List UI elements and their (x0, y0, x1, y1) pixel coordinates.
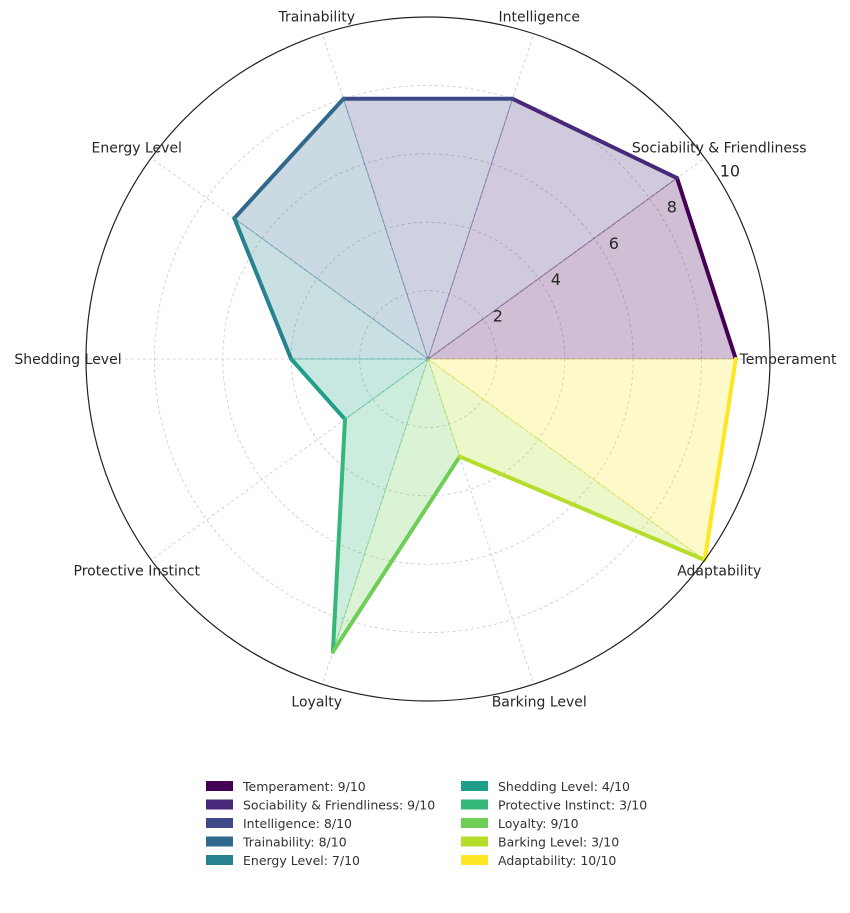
category-label: Protective Instinct (74, 564, 201, 580)
legend-swatch (461, 818, 488, 828)
grid-spoke (427, 358, 535, 685)
radial-tick-label: 2 (493, 306, 503, 325)
series-line (702, 357, 738, 563)
category-label: Sociability & Friendliness (632, 140, 807, 156)
legend-label: Protective Instinct: 3/10 (498, 798, 647, 813)
legend-swatch (461, 781, 488, 791)
grid-spoke (321, 33, 429, 360)
grid-spoke (151, 358, 429, 561)
series-line (675, 176, 738, 361)
category-label: Energy Level (92, 140, 182, 156)
legend-swatch (206, 818, 233, 828)
category-label: Barking Level (492, 694, 587, 710)
series-line (330, 417, 347, 654)
category-label: Intelligence (499, 10, 580, 26)
legend-label: Energy Level: 7/10 (243, 853, 360, 868)
radial-tick-label: 4 (551, 270, 561, 289)
legend-label: Adaptability: 10/10 (498, 853, 616, 868)
legend-swatch (461, 799, 488, 810)
series-line (289, 357, 347, 422)
legend-label: Intelligence: 8/10 (243, 816, 352, 831)
grid-circle (153, 84, 703, 634)
legend-label: Sociability & Friendliness: 9/10 (243, 798, 435, 813)
legend-swatch (206, 799, 233, 810)
series-line (330, 454, 462, 654)
category-label: Trainability (277, 10, 355, 26)
category-label: Adaptability (677, 564, 761, 580)
legend-swatch (206, 836, 233, 847)
grid-spoke (427, 33, 535, 360)
legend-swatch (461, 836, 488, 847)
legend-label: Shedding Level: 4/10 (498, 779, 630, 794)
category-label: Shedding Level (14, 352, 121, 368)
legend-label: Barking Level: 3/10 (498, 835, 619, 850)
grid-circle (290, 221, 566, 497)
series-line (457, 454, 707, 563)
radial-tick-label: 8 (667, 198, 677, 217)
legend-swatch (206, 781, 233, 791)
legend-label: Temperament: 9/10 (242, 779, 366, 794)
grid-spoke (321, 358, 429, 685)
legend-swatch (206, 855, 233, 865)
series-line (232, 96, 346, 221)
grid-spoke (151, 157, 429, 360)
grid-spoke (427, 358, 705, 561)
category-label: Temperament (739, 352, 837, 368)
outer-circle (85, 16, 771, 702)
legend-swatch (461, 855, 488, 865)
series-line (232, 216, 294, 361)
legend-label: Trainability: 8/10 (242, 835, 347, 850)
radial-tick-label: 10 (720, 161, 740, 180)
legend-label: Loyalty: 9/10 (498, 816, 579, 831)
radial-tick-label: 6 (609, 234, 619, 253)
category-label: Loyalty (291, 694, 342, 710)
series-line (510, 96, 680, 181)
